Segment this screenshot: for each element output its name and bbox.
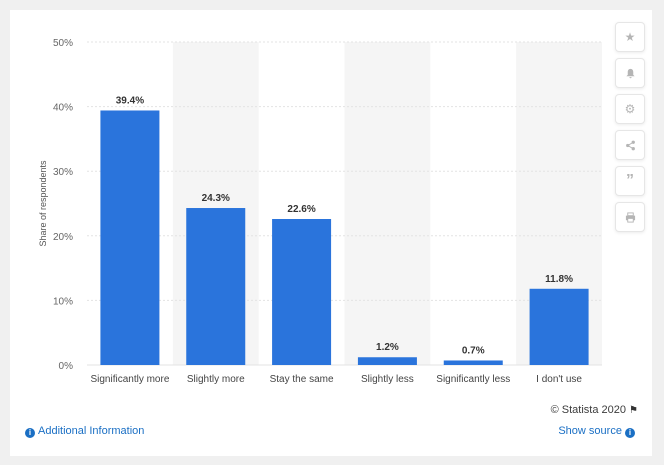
y-tick-label: 50% — [53, 38, 73, 49]
favorite-button[interactable]: ★ — [615, 22, 645, 52]
data-label: 0.7% — [462, 345, 485, 356]
notification-button[interactable] — [615, 58, 645, 88]
x-tick-label: Significantly more — [90, 374, 169, 385]
bar — [529, 288, 589, 365]
data-label: 22.6% — [287, 204, 315, 215]
info-icon: i — [625, 428, 635, 438]
gear-icon: ⚙ — [624, 102, 636, 116]
settings-button[interactable]: ⚙ — [615, 94, 645, 124]
show-source-link[interactable]: Show source i — [558, 425, 638, 438]
bar — [186, 208, 246, 365]
bell-icon — [625, 68, 635, 78]
share-button[interactable] — [615, 130, 645, 160]
x-tick-label: Stay the same — [270, 374, 334, 385]
background-band — [344, 42, 431, 365]
y-tick-label: 30% — [53, 167, 73, 178]
bar — [272, 219, 332, 365]
x-tick-label: Significantly less — [436, 374, 510, 385]
data-label: 39.4% — [116, 95, 144, 106]
bar — [357, 357, 417, 365]
quote-icon: ” — [626, 172, 634, 189]
bar — [100, 110, 160, 365]
data-label: 11.8% — [545, 274, 573, 285]
share-icon — [625, 140, 635, 150]
data-label: 24.3% — [202, 193, 230, 204]
print-button[interactable] — [615, 202, 645, 232]
credit-text: © Statista 2020 — [550, 404, 626, 416]
additional-info-link[interactable]: i Additional Information — [25, 425, 144, 438]
x-tick-label: I don't use — [536, 374, 582, 385]
flag-icon: ⚑ — [629, 405, 638, 416]
bar-chart: 0% 10% 20% 30% 40% 50% Share of respondents 39.… — [38, 38, 602, 385]
y-tick-label: 10% — [53, 296, 73, 307]
chart-toolbar: ★ ⚙ ” — [615, 22, 645, 238]
x-tick-label: Slightly more — [187, 374, 245, 385]
x-tick-label: Slightly less — [361, 374, 414, 385]
y-tick-label: 40% — [53, 103, 73, 114]
show-source-label: Show source — [558, 425, 622, 437]
print-icon — [625, 211, 635, 223]
data-label: 1.2% — [376, 342, 399, 353]
y-tick-label: 0% — [59, 361, 74, 372]
additional-info-label: Additional Information — [38, 425, 145, 437]
star-icon: ★ — [624, 30, 636, 44]
y-axis-label: Share of respondents — [38, 160, 48, 247]
info-icon: i — [25, 428, 35, 438]
chart-card: 0% 10% 20% 30% 40% 50% Share of respondents 39.… — [10, 10, 652, 456]
cite-button[interactable]: ” — [615, 166, 645, 196]
y-tick-label: 20% — [53, 232, 73, 243]
statista-credit: © Statista 2020 ⚑ — [551, 404, 638, 416]
bar — [443, 360, 503, 365]
